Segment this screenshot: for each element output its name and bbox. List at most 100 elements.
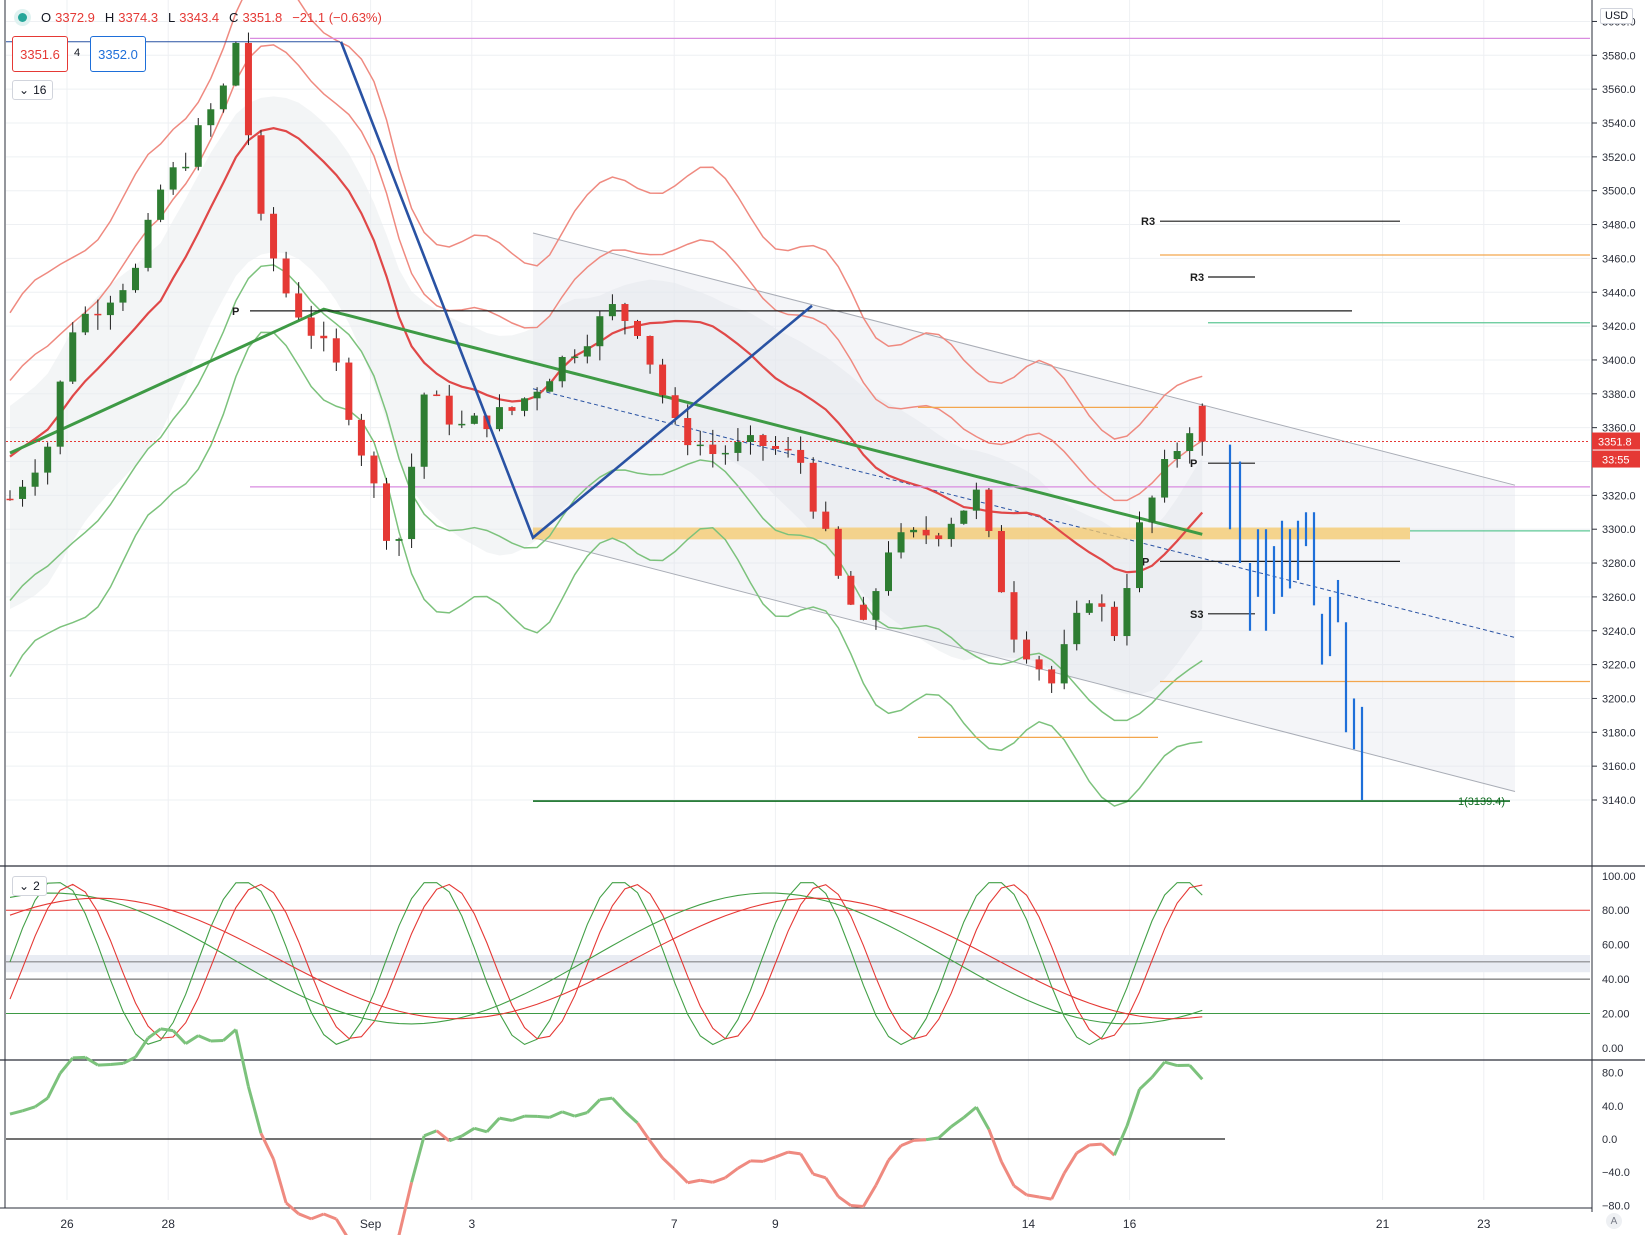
candle-body — [672, 395, 679, 418]
candle-body — [1199, 406, 1206, 442]
candle-body — [245, 43, 252, 135]
price-tick-label: 3460.0 — [1602, 253, 1636, 265]
price-tick-label: 3280.0 — [1602, 558, 1636, 570]
stoch-tick-label: 40.00 — [1602, 974, 1630, 986]
candle-body — [684, 418, 691, 445]
buy-button[interactable]: 3352.0 — [90, 36, 146, 72]
oscillator-tick-label: 0.0 — [1602, 1134, 1617, 1146]
currency-label[interactable]: USD — [1600, 8, 1633, 24]
stoch-indicators-toggle[interactable]: ⌄ 2 — [12, 876, 47, 896]
candle-body — [308, 318, 315, 336]
candle-body — [1149, 498, 1156, 523]
pivot-mid-label: P — [1142, 556, 1149, 568]
candle-body — [283, 259, 290, 294]
candle-body — [408, 467, 415, 539]
close-value: 3351.8 — [242, 10, 282, 25]
oscillator-tick-label: −80.0 — [1602, 1200, 1630, 1212]
candle-body — [973, 490, 980, 511]
candle-body — [471, 416, 478, 424]
candle-body — [584, 346, 591, 356]
market-status-icon — [18, 13, 27, 22]
price-tick-label: 3160.0 — [1602, 761, 1636, 773]
candle-body — [1023, 640, 1030, 660]
candle-body — [446, 396, 453, 425]
price-tick-label: 3380.0 — [1602, 389, 1636, 401]
candle-body — [220, 86, 227, 110]
candle-body — [898, 532, 905, 552]
candle-body — [333, 338, 340, 362]
oscillator-segment — [851, 1206, 864, 1207]
oscillator-segment — [98, 1065, 111, 1066]
high-value: 3374.3 — [118, 10, 158, 25]
oscillator-segment — [211, 1041, 224, 1042]
candle-body — [621, 304, 628, 321]
indicator-count: 16 — [33, 83, 46, 97]
price-tick-label: 3420.0 — [1602, 321, 1636, 333]
candle-body — [32, 473, 39, 487]
candle-body — [458, 424, 465, 426]
candle-body — [985, 490, 992, 531]
candle-body — [207, 109, 214, 125]
candle-body — [521, 398, 528, 411]
price-tick-label: 3580.0 — [1602, 50, 1636, 62]
oscillator-segment — [73, 1057, 86, 1058]
candle-body — [935, 535, 942, 539]
price-tick-label: 3240.0 — [1602, 626, 1636, 638]
candle-body — [7, 499, 14, 501]
candle-body — [370, 456, 377, 484]
candle-body — [396, 539, 403, 541]
price-tick-label: 3520.0 — [1602, 152, 1636, 164]
candle-body — [709, 445, 716, 454]
oscillator-tick-label: −40.0 — [1602, 1167, 1630, 1179]
price-tick-label: 3440.0 — [1602, 287, 1636, 299]
candle-body — [609, 304, 616, 316]
candle-body — [797, 450, 804, 463]
sell-button[interactable]: 3351.6 — [12, 36, 68, 72]
candle-body — [295, 293, 302, 317]
change-value: −21.1 (−0.63%) — [292, 10, 382, 25]
price-tick-label: 3200.0 — [1602, 693, 1636, 705]
price-tick-label: 3260.0 — [1602, 592, 1636, 604]
candle-body — [634, 321, 641, 336]
candle-body — [734, 442, 741, 453]
candle-body — [747, 435, 754, 442]
low-value: 3343.4 — [179, 10, 219, 25]
candle-body — [270, 214, 277, 259]
open-value: 3372.9 — [55, 10, 95, 25]
candle-body — [998, 531, 1005, 592]
candle-body — [910, 530, 917, 532]
candle-body — [722, 453, 729, 455]
price-tick-label: 3500.0 — [1602, 186, 1636, 198]
candle-body — [948, 524, 955, 539]
time-label: 9 — [772, 1217, 779, 1231]
candle-body — [182, 167, 189, 169]
countdown-text: 33:55 — [1602, 455, 1630, 467]
auto-scale-button[interactable]: A — [1606, 1213, 1622, 1229]
oscillator-segment — [914, 1140, 927, 1141]
candle-body — [107, 303, 114, 316]
close-label: C — [229, 10, 238, 25]
candle-body — [496, 407, 503, 429]
candle-body — [847, 576, 854, 605]
candle-body — [872, 591, 879, 620]
candle-body — [534, 392, 541, 399]
oscillator-segment — [110, 1063, 123, 1064]
time-label: Sep — [360, 1217, 382, 1231]
stoch-tick-label: 60.00 — [1602, 940, 1630, 952]
oscillator-segment — [788, 1152, 801, 1154]
candle-body — [1161, 459, 1168, 498]
candle-body — [145, 220, 152, 268]
candle-body — [647, 336, 654, 365]
price-tick-label: 3320.0 — [1602, 490, 1636, 502]
candle-body — [835, 529, 842, 576]
fib-target-label: 1(3139.4) — [1458, 796, 1505, 808]
r3-upper-label: R3 — [1141, 216, 1155, 228]
price-tick-label: 3480.0 — [1602, 220, 1636, 232]
candle-body — [659, 365, 666, 396]
main-indicators-toggle[interactable]: ⌄ 16 — [12, 80, 53, 100]
candle-body — [1073, 613, 1080, 644]
stoch-tick-label: 20.00 — [1602, 1009, 1630, 1021]
